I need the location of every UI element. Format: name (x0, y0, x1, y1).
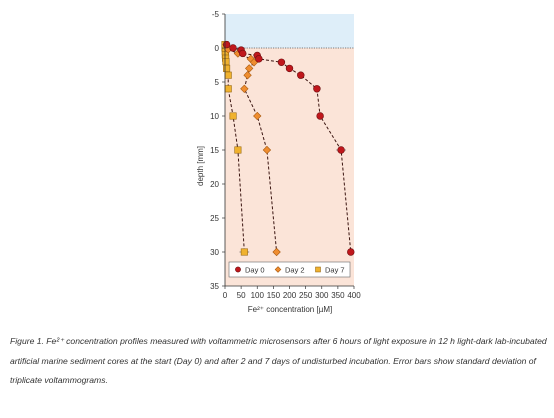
data-point-s3-p10 (229, 112, 237, 120)
y-tick-label: 5 (215, 78, 220, 87)
plot-area (221, 14, 355, 286)
data-point-s1-p1 (222, 40, 231, 49)
x-tick-label: 50 (237, 291, 246, 300)
x-tick-label: 300 (315, 291, 329, 300)
legend-label-2: Day 2 (285, 265, 305, 274)
data-point-s2-p5 (245, 64, 254, 73)
data-point-s3-p6 (222, 58, 230, 66)
data-point-s1-p12 (337, 146, 345, 154)
data-point-s1-p2 (229, 44, 237, 52)
water-region (225, 14, 354, 48)
data-point-s2-p7 (240, 84, 249, 93)
data-point-s1-p6 (255, 55, 263, 63)
y-tick-label: 15 (210, 146, 219, 155)
y-tick-label: 25 (210, 214, 219, 223)
data-point-s1-p13 (347, 248, 355, 256)
data-point-s1-p8 (285, 64, 294, 73)
y-tick-label: -5 (212, 10, 220, 19)
y-tick-label: 30 (210, 248, 219, 257)
data-point-s3-p7 (223, 64, 231, 72)
data-point-s2-p9 (262, 145, 272, 155)
data-point-s3-p11 (234, 146, 242, 154)
data-point-s2-p8 (253, 111, 262, 121)
data-point-s1-p7 (277, 58, 286, 66)
y-tick-label: 10 (210, 112, 219, 121)
x-tick-label: 200 (283, 291, 297, 300)
data-point-s1-p9 (297, 71, 305, 79)
data-point-s3-p9 (224, 85, 232, 93)
legend-marker-2 (274, 266, 282, 273)
data-point-s2-p6 (243, 71, 252, 80)
x-tick-label: 100 (251, 291, 265, 300)
y-tick-label: 0 (215, 44, 220, 53)
x-tick-label: 350 (331, 291, 345, 300)
data-point-s2-p10 (272, 247, 281, 257)
y-axis-label: depth [mm] (196, 146, 205, 186)
data-point-s1-p11 (316, 112, 324, 120)
legend-box (228, 261, 351, 278)
y-tick-label: 35 (210, 282, 219, 291)
x-tick-label: 0 (223, 291, 228, 300)
figure-caption: Figure 1. Fe²⁺ concentration profiles me… (10, 336, 547, 385)
legend-marker-1 (235, 266, 241, 273)
data-point-s3-p8 (224, 71, 232, 79)
data-point-s1-p4 (239, 49, 247, 58)
legend-label-1: Day 0 (245, 265, 265, 274)
x-tick-label: 250 (299, 291, 313, 300)
legend-label-3: Day 7 (325, 265, 345, 274)
legend: Day 0 Day 2 Day 7 (228, 261, 351, 278)
y-tick-label: 20 (210, 180, 219, 189)
data-point-s3-p12 (240, 248, 248, 256)
x-axis-label: Fe²⁺ concentration [µM] (248, 305, 332, 314)
data-point-s1-p10 (313, 85, 321, 93)
legend-marker-3 (315, 266, 321, 273)
x-tick-label: 400 (347, 291, 361, 300)
x-tick-label: 150 (267, 291, 281, 300)
